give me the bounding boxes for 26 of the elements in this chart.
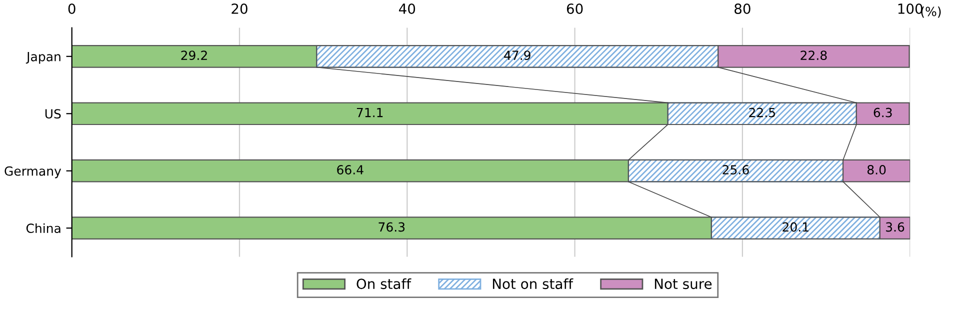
data-label: 29.2 (181, 50, 207, 60)
data-label: 71.1 (356, 108, 383, 118)
x-tick-label: 100 (898, 3, 922, 14)
x-tick-label: 40 (398, 3, 416, 14)
data-label: 47.9 (504, 50, 530, 60)
y-tick-label: US (45, 109, 61, 119)
x-axis-title: (%) (921, 6, 941, 18)
x-tick-label: 0 (68, 3, 76, 14)
legend-label: On staff (356, 278, 412, 290)
y-tick-label: Japan (26, 52, 60, 64)
legend-label: Not on staff (492, 278, 574, 290)
data-label: 76.3 (378, 222, 405, 232)
x-tick-label: 20 (232, 3, 248, 14)
data-label: 20.1 (782, 222, 808, 232)
data-label: 6.3 (874, 108, 892, 118)
y-tick-label: Germany (4, 166, 62, 178)
data-label: 8.0 (867, 165, 886, 174)
legend-label: Not sure (654, 278, 712, 290)
x-tick-label: 80 (734, 3, 750, 14)
x-tick-label: 60 (566, 3, 583, 14)
data-label: 3.6 (886, 222, 904, 232)
data-label: 22.8 (800, 50, 827, 60)
data-label: 66.4 (337, 165, 364, 174)
data-label: 25.6 (722, 165, 749, 174)
data-label: 22.5 (749, 108, 775, 118)
y-tick-label: China (26, 223, 60, 234)
